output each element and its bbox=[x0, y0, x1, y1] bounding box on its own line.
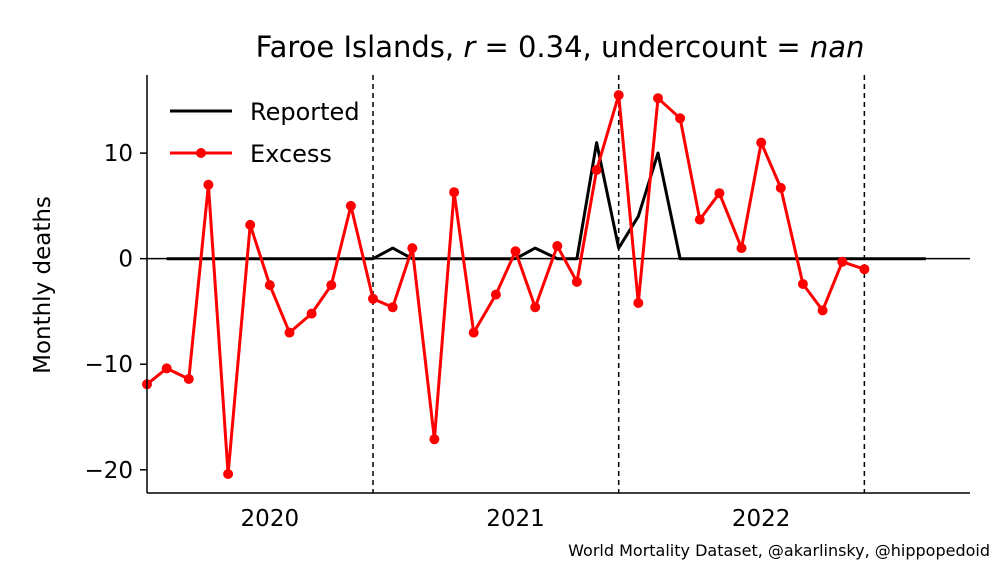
series-layer bbox=[142, 90, 926, 479]
series-excess-point bbox=[468, 327, 479, 338]
series-excess-point bbox=[387, 302, 398, 313]
series-excess-point bbox=[183, 374, 194, 384]
series-excess-point bbox=[552, 241, 563, 251]
series-excess-point bbox=[694, 214, 705, 225]
credit-text: World Mortality Dataset, @akarlinsky, @h… bbox=[568, 541, 990, 560]
y-tick-label: 10 bbox=[104, 141, 133, 167]
series-excess-point bbox=[756, 137, 767, 148]
y-tick-label: −10 bbox=[84, 352, 133, 378]
legend-reported-label: Reported bbox=[250, 98, 360, 126]
series-excess-line bbox=[146, 93, 865, 476]
series-excess-point bbox=[326, 280, 337, 291]
series-excess-point bbox=[264, 280, 275, 291]
series-excess-point bbox=[510, 246, 521, 257]
series-excess-point bbox=[653, 93, 663, 104]
series-excess-point bbox=[449, 187, 460, 198]
series-excess-point bbox=[306, 308, 317, 319]
series-excess-point bbox=[203, 179, 214, 190]
series-excess-point bbox=[817, 305, 828, 316]
legend-excess-marker bbox=[196, 148, 206, 158]
series-excess-point bbox=[161, 363, 172, 374]
series-excess-point bbox=[859, 264, 870, 275]
ticks: 10 0 −10 −20 2020 2021 2022 bbox=[84, 141, 790, 532]
series-excess-point bbox=[368, 293, 378, 304]
series-excess-point bbox=[775, 182, 786, 193]
x-tick-label: 2022 bbox=[732, 506, 791, 532]
legend-excess-label: Excess bbox=[250, 140, 332, 168]
series-excess-point bbox=[284, 327, 295, 338]
series-excess-point bbox=[675, 113, 686, 124]
series-excess-point bbox=[490, 289, 501, 300]
series-excess-point bbox=[345, 200, 356, 211]
series-excess-point bbox=[837, 256, 848, 267]
series-excess-point bbox=[245, 219, 256, 230]
series-excess-point bbox=[633, 298, 644, 308]
series-excess-point bbox=[571, 276, 582, 287]
chart-title: Faroe Islands, r = 0.34, undercount = na… bbox=[256, 30, 865, 64]
y-tick-label: −20 bbox=[84, 458, 133, 484]
series-excess-point bbox=[797, 279, 808, 289]
legend: Reported Excess bbox=[170, 98, 360, 168]
series-excess-point bbox=[591, 165, 602, 175]
series-excess-point bbox=[223, 469, 234, 479]
y-axis-label: Monthly deaths bbox=[30, 196, 56, 374]
series-excess-point bbox=[714, 188, 725, 199]
series-excess-point bbox=[736, 243, 747, 254]
series-excess-point bbox=[429, 434, 440, 445]
series-excess-point bbox=[407, 243, 418, 254]
vertical-reference-lines bbox=[372, 75, 866, 493]
series-reported-line bbox=[166, 141, 926, 261]
x-tick-label: 2021 bbox=[486, 506, 545, 532]
x-tick-label: 2020 bbox=[241, 506, 300, 532]
series-excess-point bbox=[530, 302, 541, 313]
axes bbox=[146, 75, 970, 494]
series-excess-point bbox=[613, 90, 624, 101]
y-tick-label: 0 bbox=[118, 247, 133, 273]
